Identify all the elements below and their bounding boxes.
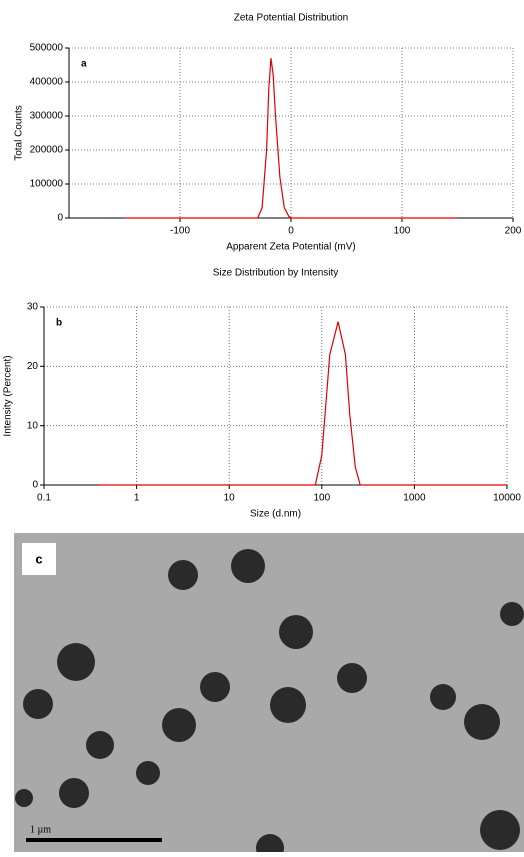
particles: [15, 549, 524, 857]
x-tick-label: -100: [170, 226, 190, 237]
x-tick-label: 100: [313, 493, 330, 504]
y-tick-label: 500000: [30, 43, 64, 54]
x-axis-label: Size (d.nm): [250, 509, 301, 520]
y-tick-label: 0: [57, 213, 63, 224]
chart-title: Size Distribution by Intensity: [213, 268, 339, 279]
y-tick-label: 20: [27, 361, 39, 372]
scale-bar-label: 1 µm: [30, 824, 51, 835]
data-line: [124, 58, 458, 219]
chart-title: Zeta Potential Distribution: [234, 13, 349, 24]
panel-label: c: [35, 551, 42, 566]
y-tick-label: 30: [27, 302, 39, 313]
y-tick-label: 0: [32, 480, 38, 491]
x-tick-label: 200: [505, 226, 522, 237]
x-tick-label: 1000: [403, 493, 426, 504]
scale-bar: [26, 838, 162, 842]
y-tick-label: 400000: [30, 77, 64, 88]
x-tick-label: 10000: [493, 493, 521, 504]
y-axis-label: Total Counts: [14, 105, 25, 161]
x-tick-label: 0: [288, 226, 294, 237]
x-tick-label: 0.1: [37, 493, 51, 504]
panel-label: a: [81, 59, 87, 70]
y-tick-label: 100000: [30, 179, 64, 190]
x-tick-label: 100: [394, 226, 411, 237]
y-tick-label: 200000: [30, 145, 64, 156]
x-tick-label: 1: [134, 493, 140, 504]
y-axis-label: Intensity (Percent): [3, 355, 14, 436]
panel-label: b: [56, 318, 62, 329]
x-tick-label: 10: [224, 493, 236, 504]
tem-image: c 1 µm: [14, 533, 524, 857]
label-box: [22, 543, 56, 575]
x-axis-label: Apparent Zeta Potential (mV): [226, 242, 356, 253]
data-line: [99, 321, 507, 486]
y-tick-label: 10: [27, 420, 39, 431]
y-tick-label: 300000: [30, 111, 64, 122]
